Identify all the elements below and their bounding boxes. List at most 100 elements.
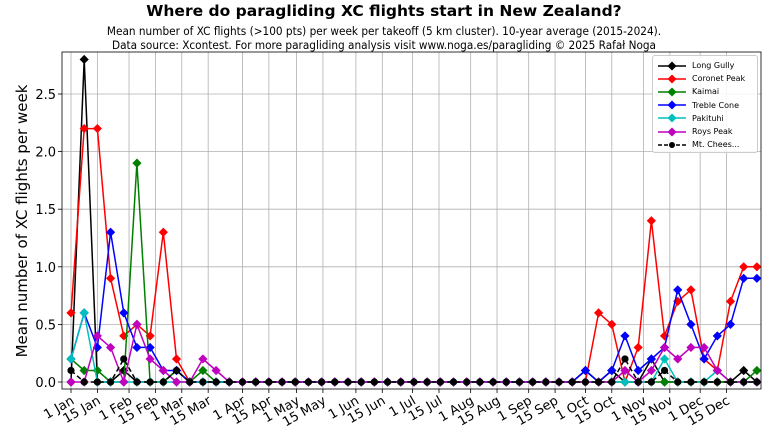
data-point bbox=[647, 378, 655, 386]
data-point bbox=[146, 378, 154, 386]
data-point bbox=[132, 319, 142, 329]
y-tick-label: 2.5 bbox=[35, 88, 56, 103]
plot-frame bbox=[61, 51, 762, 390]
data-point bbox=[436, 378, 444, 386]
data-point bbox=[608, 378, 616, 386]
data-point bbox=[423, 378, 431, 386]
data-point bbox=[673, 285, 683, 295]
data-point bbox=[93, 378, 101, 386]
data-point bbox=[712, 331, 722, 341]
data-point bbox=[633, 342, 643, 353]
legend-label: Coronet Peak bbox=[692, 74, 746, 84]
data-point bbox=[463, 378, 471, 386]
data-point bbox=[79, 123, 89, 134]
data-point bbox=[607, 365, 617, 376]
data-point bbox=[633, 365, 643, 376]
diamond-marker-icon bbox=[658, 61, 686, 70]
data-point bbox=[119, 308, 129, 318]
data-point bbox=[66, 377, 76, 387]
chart-subtitle: Mean number of XC flights (>100 pts) per… bbox=[106, 25, 662, 38]
data-point bbox=[344, 378, 352, 386]
data-point bbox=[410, 378, 418, 386]
data-point bbox=[212, 378, 220, 386]
diamond-marker-icon bbox=[658, 127, 686, 136]
data-point bbox=[158, 227, 168, 237]
data-point bbox=[105, 273, 116, 283]
data-point bbox=[67, 366, 75, 375]
data-point bbox=[159, 378, 167, 386]
data-point bbox=[198, 354, 208, 364]
data-point bbox=[238, 378, 247, 386]
data-point bbox=[80, 378, 88, 386]
y-tick-label: 0.0 bbox=[35, 376, 56, 391]
data-point bbox=[646, 354, 656, 364]
data-point bbox=[607, 319, 617, 329]
legend-item: Roys Peak bbox=[657, 125, 733, 138]
legend-item: Kaimai bbox=[657, 85, 719, 98]
data-point bbox=[568, 378, 576, 386]
data-point bbox=[594, 308, 604, 318]
data-point bbox=[171, 354, 182, 364]
data-point bbox=[529, 378, 537, 386]
legend-item: Treble Cone bbox=[657, 99, 739, 112]
data-point bbox=[542, 378, 550, 386]
data-point bbox=[133, 378, 141, 386]
legend: Long Gully Coronet Peak Kaimai Treble Cone P… bbox=[652, 55, 758, 153]
data-point bbox=[687, 378, 695, 386]
data-point bbox=[700, 378, 708, 386]
data-point bbox=[252, 378, 260, 386]
data-point bbox=[92, 331, 102, 341]
data-point bbox=[198, 365, 208, 376]
legend-item: Pakituhi bbox=[657, 112, 724, 125]
data-point bbox=[291, 378, 299, 386]
data-point bbox=[673, 354, 683, 364]
data-point bbox=[79, 308, 89, 318]
legend-item: Mt. Chees... bbox=[657, 138, 739, 151]
data-point bbox=[449, 378, 458, 386]
data-point bbox=[119, 377, 129, 387]
data-point bbox=[199, 378, 207, 386]
data-point bbox=[646, 365, 656, 376]
data-point bbox=[725, 319, 736, 329]
data-point bbox=[278, 378, 286, 386]
data-point bbox=[699, 342, 709, 353]
chart-title: Where do paragliding XC flights start in… bbox=[146, 2, 622, 20]
data-point bbox=[515, 378, 524, 386]
data-point bbox=[595, 378, 603, 386]
data-point bbox=[172, 366, 181, 375]
data-point bbox=[646, 216, 656, 226]
data-point bbox=[145, 354, 155, 364]
data-point bbox=[726, 378, 735, 386]
data-point bbox=[357, 378, 365, 386]
diamond-marker-icon bbox=[658, 100, 686, 110]
data-point bbox=[686, 285, 696, 295]
legend-label: Pakituhi bbox=[692, 113, 724, 123]
data-point bbox=[476, 378, 484, 386]
legend-label: Mt. Chees... bbox=[692, 140, 740, 150]
data-point bbox=[753, 378, 761, 386]
y-tick-label: 2.0 bbox=[35, 146, 56, 161]
data-point bbox=[92, 123, 102, 134]
legend-item: Long Gully bbox=[657, 59, 734, 72]
data-point bbox=[397, 378, 405, 386]
y-axis-label: Mean number of XC flights per week bbox=[13, 84, 31, 357]
data-point bbox=[659, 331, 670, 341]
data-point bbox=[383, 378, 392, 386]
data-point bbox=[211, 365, 221, 376]
data-point bbox=[106, 378, 115, 386]
data-point bbox=[331, 378, 339, 386]
data-point bbox=[370, 378, 378, 386]
data-point bbox=[105, 342, 116, 353]
data-point bbox=[581, 378, 590, 386]
data-point bbox=[659, 342, 670, 353]
data-point bbox=[186, 378, 194, 386]
series-mt-chees bbox=[67, 355, 761, 386]
data-point bbox=[318, 378, 326, 386]
data-point bbox=[620, 365, 630, 376]
data-point bbox=[740, 378, 748, 386]
series-coronet-peak bbox=[66, 123, 762, 387]
y-tick-label: 0.5 bbox=[35, 318, 56, 333]
data-point bbox=[634, 378, 642, 386]
data-point bbox=[489, 378, 497, 386]
